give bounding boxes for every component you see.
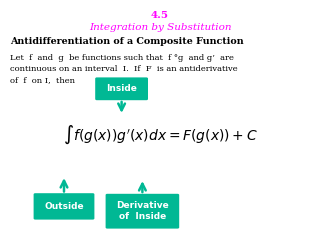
Text: Inside: Inside bbox=[106, 84, 137, 93]
Text: Outside: Outside bbox=[44, 202, 84, 211]
Text: Integration by Substitution: Integration by Substitution bbox=[89, 23, 231, 32]
Text: Antidifferentiation of a Composite Function: Antidifferentiation of a Composite Funct… bbox=[10, 37, 243, 46]
Text: Derivative
of  Inside: Derivative of Inside bbox=[116, 201, 169, 221]
Text: 4.5: 4.5 bbox=[151, 11, 169, 20]
Text: Let  f  and  g  be functions such that  f °g  and g’  are
continuous on an inter: Let f and g be functions such that f °g … bbox=[10, 54, 237, 84]
Text: $\int f(g(x))g'(x)dx = F(g(x)) + C$: $\int f(g(x))g'(x)dx = F(g(x)) + C$ bbox=[63, 123, 257, 146]
